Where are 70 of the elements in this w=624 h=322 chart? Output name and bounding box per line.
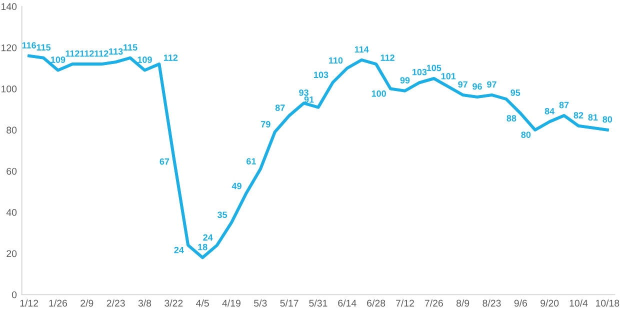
y-tick-label: 100 bbox=[2, 86, 17, 92]
data-label: 110 bbox=[328, 57, 343, 64]
data-label: 97 bbox=[487, 81, 496, 88]
data-label: 109 bbox=[51, 56, 66, 63]
data-label: 81 bbox=[588, 114, 598, 121]
data-label: 105 bbox=[426, 64, 442, 72]
x-tick-label: 6/14 bbox=[338, 299, 356, 307]
data-label: 61 bbox=[246, 158, 256, 164]
data-label: 80 bbox=[521, 132, 531, 138]
x-tick-label: 3/22 bbox=[164, 299, 183, 307]
x-tick-label: 7/12 bbox=[396, 299, 414, 307]
data-label: 115 bbox=[36, 44, 51, 51]
x-tick-label: 6/28 bbox=[367, 299, 386, 307]
data-label: 116 bbox=[22, 42, 36, 49]
data-label: 100 bbox=[372, 90, 386, 97]
x-tick-label: 5/3 bbox=[254, 299, 267, 307]
x-tick-label: 9/20 bbox=[540, 299, 559, 307]
x-tick-label: 2/9 bbox=[80, 299, 94, 307]
data-label: 112 bbox=[94, 50, 108, 57]
x-tick-label: 8/23 bbox=[482, 299, 501, 307]
data-label: 67 bbox=[160, 158, 170, 165]
data-label: 82 bbox=[574, 112, 584, 118]
data-label: 95 bbox=[510, 90, 520, 96]
y-tick-label: 60 bbox=[6, 168, 17, 175]
data-label: 112 bbox=[380, 54, 394, 61]
data-label: 99 bbox=[400, 77, 410, 84]
data-label: 109 bbox=[138, 56, 152, 63]
x-tick-label: 10/18 bbox=[596, 299, 620, 307]
data-label: 79 bbox=[261, 121, 270, 128]
x-tick-label: 5/31 bbox=[309, 299, 328, 307]
x-tick-label: 4/5 bbox=[196, 299, 209, 307]
data-label: 112 bbox=[66, 50, 80, 57]
data-label: 91 bbox=[304, 96, 314, 103]
data-label: 93 bbox=[299, 89, 308, 96]
y-tick-label: 140 bbox=[2, 3, 17, 10]
x-tick-label: 1/12 bbox=[20, 299, 38, 307]
x-tick-label: 5/17 bbox=[280, 299, 298, 307]
data-label: 114 bbox=[354, 46, 369, 53]
data-label: 112 bbox=[80, 50, 94, 57]
data-label: 115 bbox=[124, 44, 138, 51]
data-label: 101 bbox=[441, 72, 456, 80]
x-tick-label: 1/26 bbox=[49, 299, 68, 307]
data-label: 103 bbox=[412, 68, 427, 76]
data-label: 24 bbox=[174, 246, 184, 254]
data-label: 80 bbox=[602, 116, 612, 123]
x-tick-label: 10/4 bbox=[570, 299, 588, 307]
x-tick-label: 9/6 bbox=[514, 299, 527, 307]
x-tick-label: 3/8 bbox=[138, 299, 152, 307]
x-tick-label: 8/9 bbox=[456, 299, 470, 307]
x-tick-label: 7/26 bbox=[424, 299, 443, 307]
y-tick-label: 20 bbox=[6, 250, 17, 258]
data-label: 97 bbox=[458, 81, 468, 88]
data-label: 96 bbox=[472, 83, 482, 90]
data-label: 113 bbox=[109, 48, 123, 55]
data-label: 49 bbox=[232, 182, 242, 190]
data-label: 87 bbox=[275, 104, 285, 111]
y-tick-label: 80 bbox=[6, 126, 17, 134]
data-label: 24 bbox=[203, 234, 213, 241]
data-label: 84 bbox=[544, 108, 555, 114]
y-tick-label: 0 bbox=[12, 291, 17, 298]
data-label: 112 bbox=[164, 54, 178, 61]
x-tick-label: 2/23 bbox=[106, 299, 125, 307]
data-label: 18 bbox=[198, 244, 208, 250]
data-label: 103 bbox=[314, 72, 328, 78]
data-label: 87 bbox=[559, 102, 569, 108]
data-label: 88 bbox=[506, 115, 516, 122]
y-tick-label: 120 bbox=[2, 44, 17, 52]
y-tick-label: 40 bbox=[6, 209, 17, 216]
x-tick-label: 4/19 bbox=[222, 299, 240, 307]
data-label: 35 bbox=[217, 212, 228, 218]
